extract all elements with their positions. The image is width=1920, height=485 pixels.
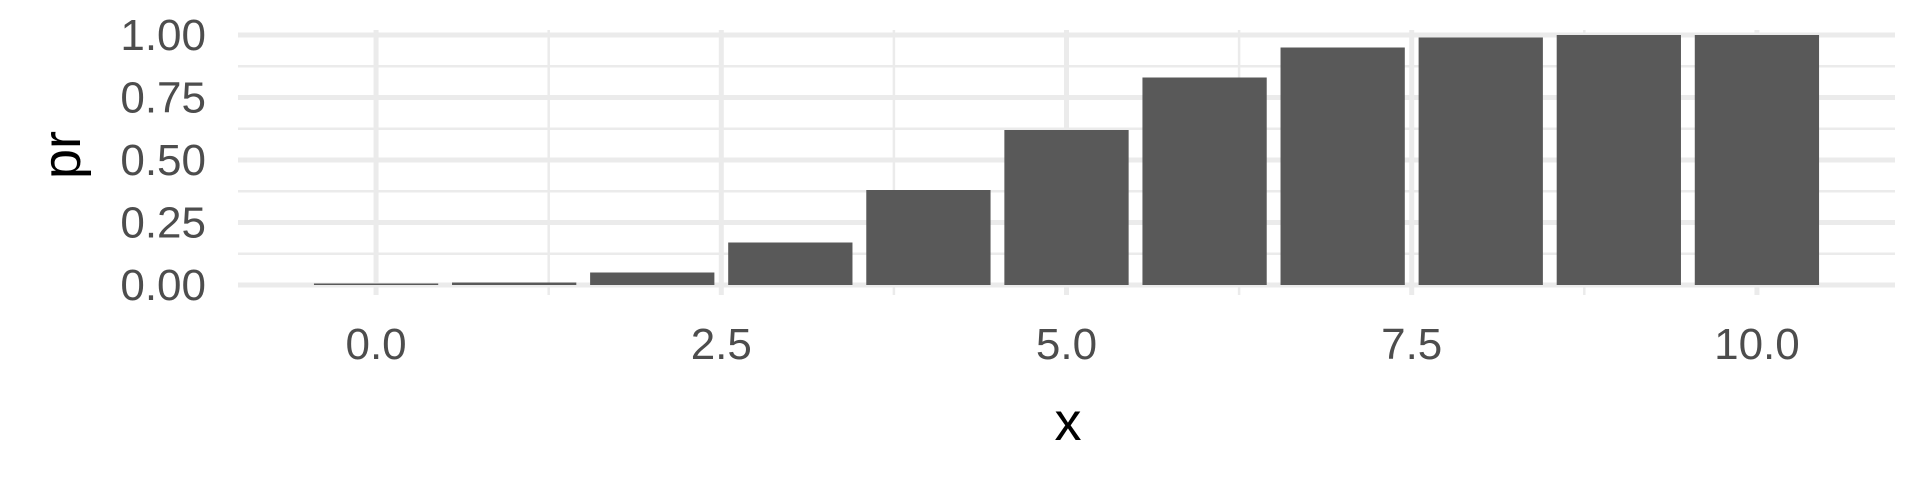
y-tick-label: 0.50 <box>120 136 206 185</box>
y-tick-label: 0.00 <box>120 261 206 310</box>
bars <box>313 35 1820 285</box>
bar-x-10 <box>1694 35 1820 285</box>
bar-x-9 <box>1556 35 1681 285</box>
x-tick-label: 0.0 <box>345 320 406 369</box>
y-tick-label: 0.75 <box>120 74 206 123</box>
x-axis-title: x <box>1055 392 1082 452</box>
x-axis-tick-labels: 0.0 2.5 5.0 7.5 10.0 <box>345 320 1799 369</box>
y-tick-label: 1.00 <box>120 11 206 60</box>
bar-x-6 <box>1142 77 1267 285</box>
bar-x-3 <box>728 242 853 285</box>
bar-x-0 <box>313 283 439 285</box>
x-tick-label: 10.0 <box>1714 320 1800 369</box>
bar-x-2 <box>590 272 715 285</box>
x-tick-label: 7.5 <box>1381 320 1442 369</box>
y-tick-label: 0.25 <box>120 199 206 248</box>
bar-x-7 <box>1280 47 1405 285</box>
y-axis-tick-labels: 0.00 0.25 0.50 0.75 1.00 <box>120 11 206 310</box>
bar-x-8 <box>1418 37 1543 285</box>
bar-x-5 <box>1004 130 1129 285</box>
bar-x-1 <box>452 282 577 285</box>
x-tick-label: 2.5 <box>691 320 752 369</box>
bar-x-4 <box>866 190 991 285</box>
y-axis-title: pr <box>32 131 92 179</box>
x-tick-label: 5.0 <box>1036 320 1097 369</box>
